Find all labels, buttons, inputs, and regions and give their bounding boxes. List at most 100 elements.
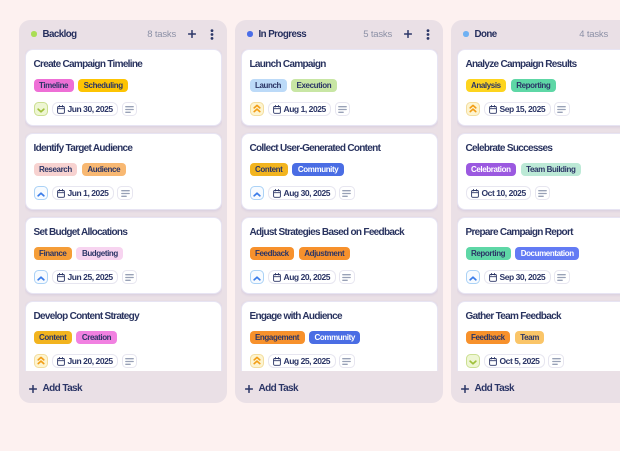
due-date-badge[interactable]: Aug 20, 2025 bbox=[267, 270, 336, 284]
due-date-badge[interactable]: Aug 1, 2025 bbox=[267, 102, 332, 116]
tag-pill[interactable]: Creation bbox=[76, 331, 117, 344]
tag-pill[interactable]: Analysis bbox=[465, 79, 507, 92]
priority-high-button[interactable] bbox=[33, 270, 48, 284]
due-date-badge[interactable]: Sep 15, 2025 bbox=[483, 102, 551, 116]
priority-high-button[interactable] bbox=[33, 186, 48, 200]
tag-pill[interactable]: Content bbox=[249, 163, 288, 176]
tag-list: Feedback Adjustment bbox=[249, 247, 429, 260]
tag-pill[interactable]: Community bbox=[292, 163, 344, 176]
task-title: Prepare Campaign Report bbox=[465, 226, 574, 238]
tag-pill[interactable]: Reporting bbox=[510, 79, 556, 92]
task-card[interactable]: Create Campaign Timeline Timeline Schedul… bbox=[24, 48, 222, 126]
tag-pill[interactable]: Launch bbox=[249, 79, 287, 92]
task-footer: Jun 1, 2025 bbox=[33, 186, 213, 200]
task-footer: Jun 25, 2025 bbox=[33, 270, 213, 284]
due-date-badge[interactable]: Jun 1, 2025 bbox=[51, 186, 114, 200]
due-date-badge[interactable]: Aug 30, 2025 bbox=[267, 186, 336, 200]
notes-button[interactable] bbox=[339, 354, 355, 368]
column-menu-button[interactable] bbox=[207, 27, 217, 41]
task-card[interactable]: Prepare Campaign Report Reporting Documen… bbox=[456, 216, 620, 294]
task-card[interactable]: Launch Campaign Launch Execution Aug 1, 2… bbox=[240, 48, 438, 126]
due-date-badge[interactable]: Sep 30, 2025 bbox=[483, 270, 551, 284]
task-card[interactable]: Develop Content Strategy Content Creation… bbox=[24, 300, 222, 371]
tag-pill[interactable]: Community bbox=[309, 331, 361, 344]
tag-list: Launch Execution bbox=[249, 79, 429, 92]
priority-low-button[interactable] bbox=[33, 102, 48, 116]
tag-pill[interactable]: Finance bbox=[33, 247, 72, 260]
task-card[interactable]: Gather Team Feedback Feedback Team Oct 5,… bbox=[456, 300, 620, 371]
calendar-icon bbox=[57, 188, 65, 198]
notes-icon bbox=[538, 189, 547, 198]
notes-button[interactable] bbox=[121, 270, 138, 284]
priority-high-button[interactable] bbox=[465, 268, 480, 286]
priority-urgent-button[interactable] bbox=[249, 354, 264, 368]
priority-low-button[interactable] bbox=[465, 354, 480, 368]
card-list: Create Campaign Timeline Timeline Schedul… bbox=[24, 48, 222, 371]
task-card[interactable]: Adjust Strategies Based on Feedback Feed… bbox=[240, 216, 438, 294]
add-task-button[interactable]: Add Task bbox=[457, 371, 620, 403]
tag-pill[interactable]: Engagement bbox=[249, 331, 305, 344]
tag-pill[interactable]: Research bbox=[33, 163, 78, 176]
tag-pill[interactable]: Feedback bbox=[249, 247, 295, 260]
task-card[interactable]: Celebrate Successes Celebration Team Buil… bbox=[456, 132, 620, 210]
tag-pill[interactable]: Execution bbox=[291, 79, 337, 92]
tag-pill[interactable]: Celebration bbox=[465, 163, 517, 176]
due-date-label: Jun 30, 2025 bbox=[67, 104, 114, 114]
tag-list: Content Creation bbox=[33, 331, 213, 344]
notes-button[interactable] bbox=[121, 102, 138, 116]
add-task-button[interactable]: Add Task bbox=[241, 371, 438, 403]
tag-pill[interactable]: Adjustment bbox=[298, 247, 350, 260]
priority-high-button[interactable] bbox=[249, 270, 264, 284]
priority-high-button[interactable] bbox=[249, 186, 264, 200]
tag-pill[interactable]: Feedback bbox=[465, 331, 511, 344]
notes-button[interactable] bbox=[548, 354, 564, 368]
due-date-badge[interactable]: Aug 25, 2025 bbox=[267, 354, 336, 368]
tag-pill[interactable]: Budgeting bbox=[76, 247, 124, 260]
tag-pill[interactable]: Team bbox=[514, 331, 545, 344]
notes-button[interactable] bbox=[534, 186, 551, 200]
tag-pill[interactable]: Content bbox=[33, 331, 72, 344]
priority-urgent-button[interactable] bbox=[33, 354, 48, 368]
add-task-button[interactable]: Add Task bbox=[25, 371, 222, 403]
priority-urgent-button[interactable] bbox=[465, 102, 480, 116]
add-card-button[interactable] bbox=[185, 27, 199, 41]
task-card[interactable]: Collect User-Generated Content Content Co… bbox=[240, 132, 438, 210]
notes-button[interactable] bbox=[554, 102, 570, 116]
calendar-icon bbox=[273, 188, 281, 198]
notes-button[interactable] bbox=[334, 102, 351, 116]
task-footer: Jun 20, 2025 bbox=[33, 354, 213, 368]
notes-button[interactable] bbox=[121, 354, 138, 368]
task-footer: Sep 30, 2025 bbox=[465, 268, 620, 286]
due-date-badge[interactable]: Jun 30, 2025 bbox=[51, 102, 119, 116]
due-date-badge[interactable]: Jun 25, 2025 bbox=[51, 270, 119, 284]
notes-button[interactable] bbox=[339, 186, 355, 200]
task-card[interactable]: Analyze Campaign Results Analysis Reporti… bbox=[456, 48, 620, 126]
notes-button[interactable] bbox=[554, 270, 570, 284]
add-card-button[interactable] bbox=[401, 27, 415, 41]
notes-button[interactable] bbox=[339, 270, 355, 284]
tag-pill[interactable]: Audience bbox=[81, 163, 126, 176]
chevron-up-icon bbox=[469, 268, 477, 286]
task-card[interactable]: Identify Target Audience Research Audienc… bbox=[24, 132, 222, 210]
task-title: Launch Campaign bbox=[249, 58, 327, 70]
due-date-badge[interactable]: Oct 10, 2025 bbox=[465, 186, 532, 200]
task-card[interactable]: Engage with Audience Engagement Community… bbox=[240, 300, 438, 371]
due-date-label: Jun 25, 2025 bbox=[67, 272, 114, 282]
double-chevron-up-icon bbox=[253, 100, 261, 118]
priority-urgent-button[interactable] bbox=[249, 100, 264, 118]
calendar-icon bbox=[273, 272, 281, 282]
task-card[interactable]: Set Budget Allocations Finance Budgeting … bbox=[24, 216, 222, 294]
due-date-badge[interactable]: Oct 5, 2025 bbox=[483, 354, 545, 368]
tag-pill[interactable]: Timeline bbox=[33, 79, 74, 92]
tag-pill[interactable]: Team Building bbox=[520, 163, 581, 176]
card-list: Analyze Campaign Results Analysis Reporti… bbox=[456, 48, 620, 371]
due-date-label: Jun 20, 2025 bbox=[67, 356, 114, 366]
due-date-badge[interactable]: Jun 20, 2025 bbox=[51, 354, 119, 368]
calendar-icon bbox=[489, 356, 497, 366]
tag-pill[interactable]: Scheduling bbox=[78, 79, 129, 92]
column-menu-button[interactable] bbox=[423, 27, 433, 41]
notes-button[interactable] bbox=[117, 186, 133, 200]
tag-pill[interactable]: Documentation bbox=[515, 247, 580, 260]
task-footer: Aug 30, 2025 bbox=[249, 186, 429, 200]
tag-pill[interactable]: Reporting bbox=[465, 247, 511, 260]
